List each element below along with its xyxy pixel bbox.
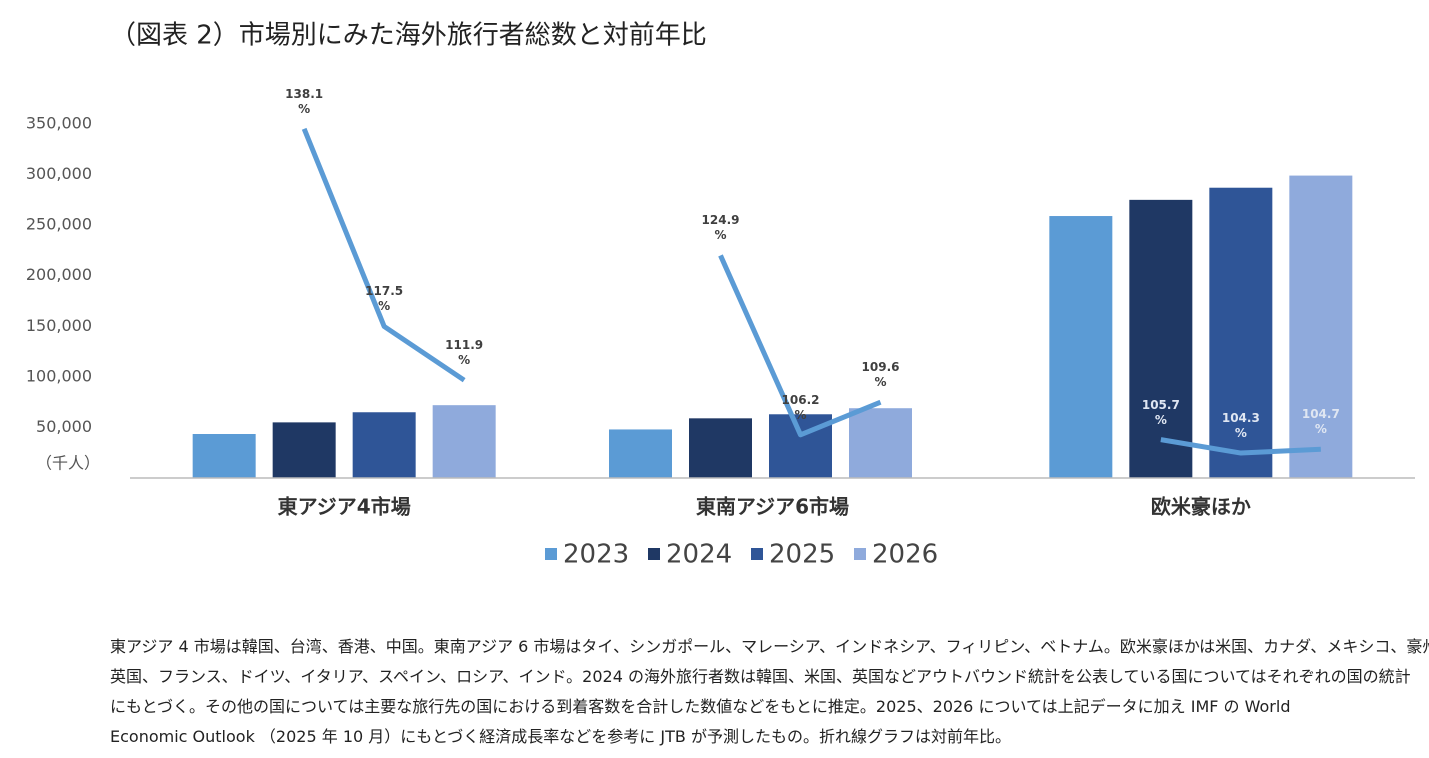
bar (1209, 187, 1273, 478)
ratio-line (718, 254, 882, 438)
legend-swatch (751, 548, 763, 560)
y-unit: （千人） (36, 454, 100, 473)
bar (272, 422, 336, 478)
note-line: 東アジア 4 市場は韓国、台湾、香港、中国。東南アジア 6 市場はタイ、シンガポ… (110, 637, 1429, 656)
x-tick-label: 東アジア4市場 (278, 495, 411, 519)
data-label: 104.7 % (1301, 407, 1340, 437)
y-tick-label: 100,000 (26, 366, 92, 385)
x-tick-label: 欧米豪ほか (1151, 495, 1251, 519)
bar (192, 434, 256, 478)
y-tick-label: 250,000 (26, 215, 92, 234)
y-tick-label: 150,000 (26, 316, 92, 335)
bar (352, 412, 416, 478)
bar (689, 418, 752, 478)
chart-title: （図表 2）市場別にみた海外旅行者総数と対前年比 (110, 21, 707, 51)
data-label: 104.3 % (1221, 411, 1260, 441)
data-label: 111.9 % (445, 338, 484, 368)
bar (849, 408, 912, 478)
data-label: 109.6 % (861, 360, 900, 390)
x-tick-label: 東南アジア6市場 (696, 495, 849, 519)
bar (1289, 175, 1353, 478)
y-tick-label: 350,000 (26, 114, 92, 133)
data-label: 138.1 % (285, 86, 324, 116)
data-label: 105.7 % (1141, 397, 1180, 427)
data-label: 124.9 % (701, 213, 740, 243)
note-line: Economic Outlook （2025 年 10 月）にもとづく経済成長率… (110, 727, 1011, 746)
y-tick-label: 50,000 (36, 417, 92, 436)
bar (1129, 199, 1193, 478)
chart: （図表 2）市場別にみた海外旅行者総数と対前年比 50,000 100,000 15… (26, 21, 1415, 570)
legend-swatch (854, 548, 866, 560)
legend-label: 2024 (666, 540, 732, 570)
legend-label: 2023 (563, 540, 629, 570)
note-line: 英国、フランス、ドイツ、イタリア、スペイン、ロシア、インド。2024 の海外旅行… (110, 667, 1411, 686)
legend-label: 2025 (769, 540, 835, 570)
y-tick-label: 200,000 (26, 265, 92, 284)
legend-label: 2026 (872, 540, 938, 570)
data-label: 106.2 % (781, 392, 820, 422)
data-label: 117.5 % (365, 284, 404, 314)
bar (609, 429, 672, 478)
legend-swatch (545, 548, 557, 560)
y-tick-label: 300,000 (26, 164, 92, 183)
note: 東アジア 4 市場は韓国、台湾、香港、中国。東南アジア 6 市場はタイ、シンガポ… (110, 632, 1429, 752)
legend-swatch (648, 548, 660, 560)
ratio-line (301, 127, 466, 383)
bar (1049, 216, 1113, 479)
bar (432, 405, 496, 478)
ratio-line (1160, 437, 1321, 456)
note-line: にもとづく。その他の国については主要な旅行先の国における到着客数を合計した数値な… (110, 697, 1291, 716)
